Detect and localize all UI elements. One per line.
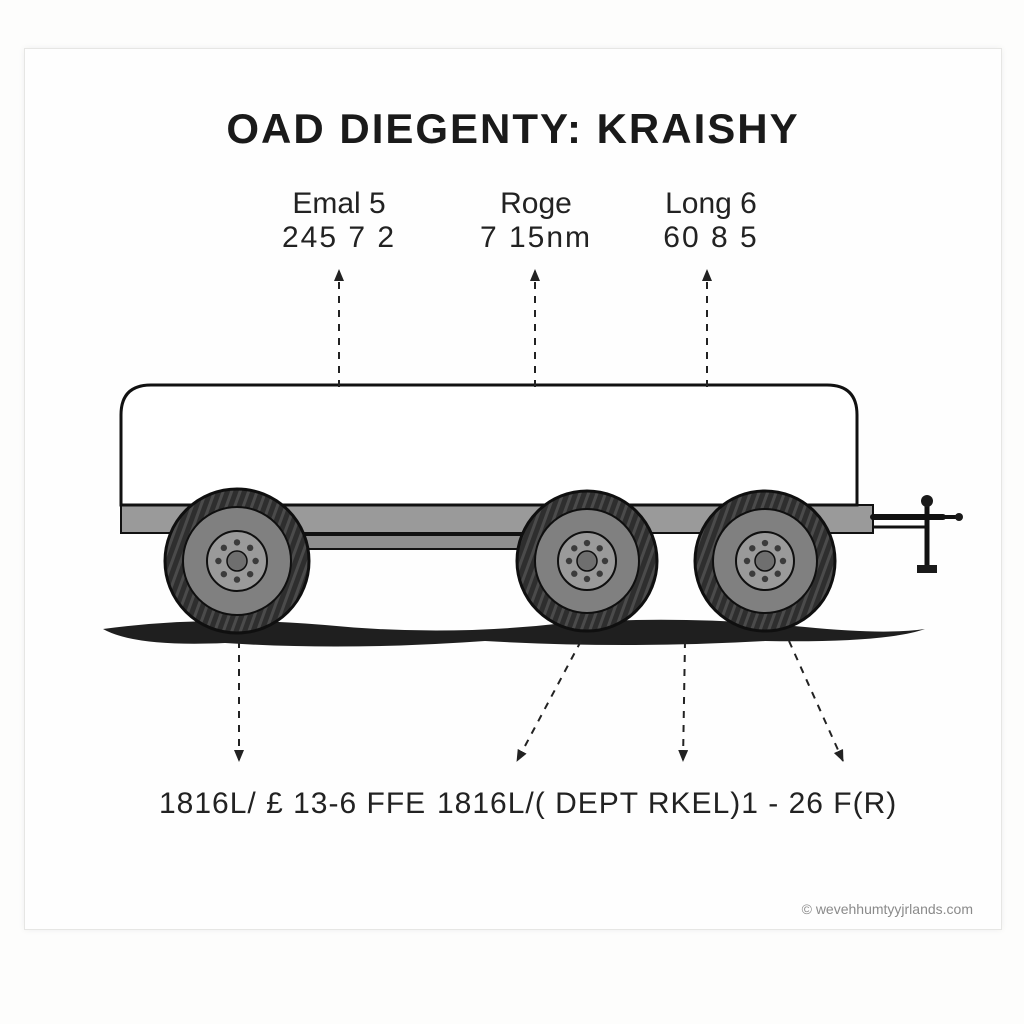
credit-text: © wevehhumtyyjrlands.com — [802, 901, 973, 917]
diagram-frame: OAD DIEGENTY: KRAISHY Emal 5 245 7 2 Rog… — [24, 48, 1002, 930]
trailer-diagram — [25, 49, 1001, 929]
